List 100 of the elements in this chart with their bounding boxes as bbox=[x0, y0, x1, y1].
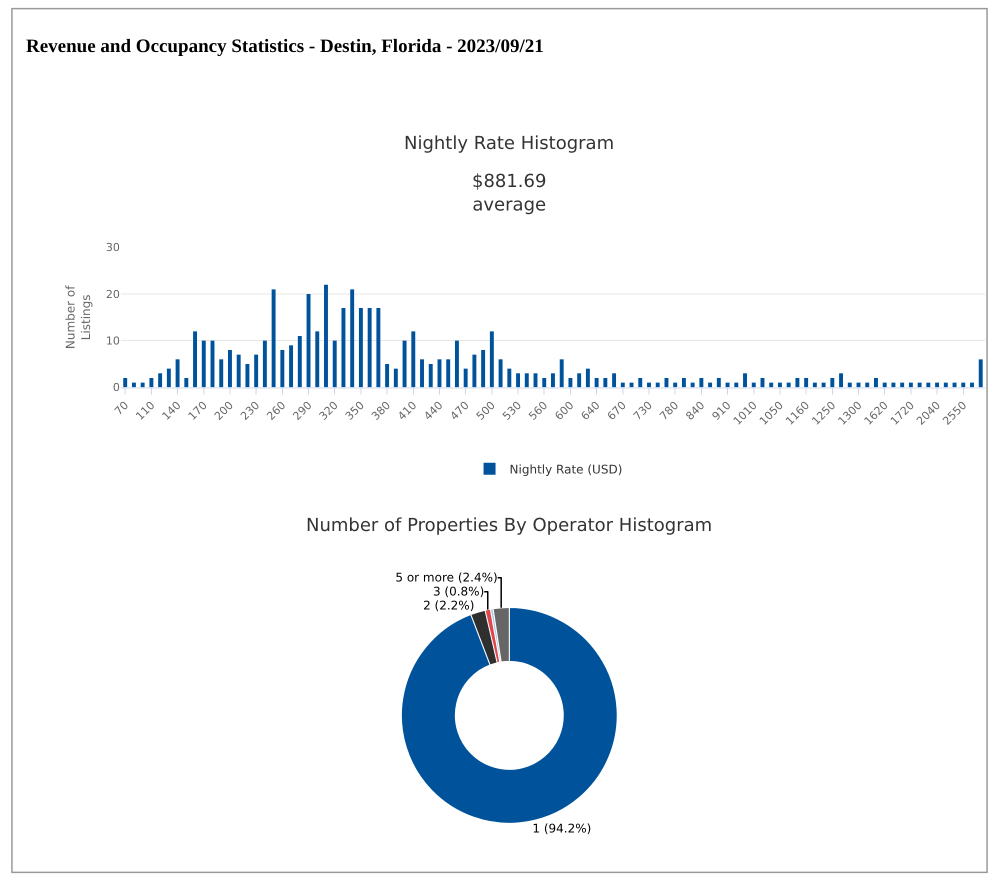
slice-label: 1 (94.2%) bbox=[532, 821, 592, 836]
bar bbox=[804, 378, 808, 388]
bar bbox=[839, 373, 844, 388]
bar bbox=[786, 382, 791, 388]
bar bbox=[272, 289, 276, 388]
bar bbox=[726, 382, 730, 388]
y-axis-title: Number of Listings bbox=[64, 284, 94, 350]
bar bbox=[952, 382, 957, 388]
bar bbox=[149, 378, 154, 388]
bar bbox=[822, 382, 826, 388]
x-tick-label: 380 bbox=[369, 398, 394, 423]
bar bbox=[935, 382, 940, 388]
bar bbox=[507, 368, 512, 388]
donut-slice bbox=[470, 610, 498, 666]
y-tick-label: 10 bbox=[106, 334, 120, 348]
bar bbox=[472, 354, 476, 388]
x-tick-label: 440 bbox=[421, 398, 446, 423]
x-tick-label: 470 bbox=[448, 398, 472, 423]
x-tick-label: 290 bbox=[290, 398, 315, 423]
x-tick-label: 500 bbox=[474, 398, 498, 423]
bar bbox=[690, 382, 695, 388]
x-tick-label: 140 bbox=[160, 398, 184, 423]
bar bbox=[908, 382, 913, 388]
bar bbox=[699, 378, 704, 388]
x-tick-label: 910 bbox=[710, 398, 734, 423]
bar bbox=[498, 359, 503, 388]
bar bbox=[673, 382, 678, 388]
bar bbox=[438, 359, 442, 388]
bar bbox=[454, 340, 459, 388]
bar bbox=[262, 340, 267, 388]
bar bbox=[830, 378, 834, 388]
bar bbox=[594, 378, 599, 388]
x-tick-label: 670 bbox=[604, 398, 629, 423]
bar bbox=[630, 382, 634, 388]
x-tick-label: 230 bbox=[238, 398, 262, 423]
bar bbox=[856, 382, 860, 388]
x-tick-label: 640 bbox=[578, 398, 603, 423]
bar bbox=[254, 354, 258, 388]
bar bbox=[176, 359, 180, 388]
bar bbox=[184, 378, 188, 388]
x-tick-label: 170 bbox=[186, 398, 210, 423]
bar bbox=[560, 359, 564, 388]
x-tick-label: 260 bbox=[264, 398, 288, 423]
bar bbox=[140, 382, 145, 388]
bar bbox=[158, 373, 162, 388]
bar bbox=[568, 378, 572, 388]
bar bbox=[123, 378, 128, 388]
bar bbox=[970, 382, 974, 388]
bar bbox=[874, 378, 878, 388]
chart-title: Number of Properties By Operator Histogram bbox=[306, 515, 712, 536]
bar bbox=[411, 331, 416, 388]
slice-label: 2 (2.2%) bbox=[423, 598, 474, 613]
bar bbox=[166, 368, 171, 388]
bar bbox=[900, 382, 904, 388]
bar bbox=[734, 382, 738, 388]
bar bbox=[534, 373, 538, 388]
bar bbox=[228, 350, 232, 388]
bar bbox=[341, 308, 346, 388]
bar bbox=[577, 373, 582, 388]
bar bbox=[306, 294, 310, 388]
y-tick-label: 30 bbox=[106, 241, 120, 254]
bar bbox=[236, 354, 241, 388]
bar bbox=[612, 373, 616, 388]
bar bbox=[682, 378, 686, 388]
legend-label: Nightly Rate (USD) bbox=[510, 462, 622, 476]
bar bbox=[918, 382, 922, 388]
bar bbox=[795, 378, 800, 388]
bar bbox=[420, 359, 424, 388]
x-tick-label: 840 bbox=[683, 398, 708, 423]
bar bbox=[743, 373, 747, 388]
bar bbox=[245, 364, 250, 388]
bar bbox=[760, 378, 764, 388]
bar bbox=[446, 359, 450, 388]
bar bbox=[481, 350, 486, 388]
bar bbox=[324, 284, 328, 388]
x-tick-label: 350 bbox=[342, 398, 367, 423]
bar bbox=[464, 368, 468, 388]
slice-label: 3 (0.8%) bbox=[432, 584, 484, 599]
bar bbox=[891, 382, 896, 388]
slice-label: 5 or more (2.4%) bbox=[395, 570, 498, 585]
x-tick-label: 70 bbox=[112, 398, 132, 418]
x-tick-label: 560 bbox=[526, 398, 550, 423]
bar bbox=[385, 364, 390, 388]
bar bbox=[708, 382, 712, 388]
x-tick-label: 530 bbox=[500, 398, 524, 423]
bar bbox=[551, 373, 555, 388]
x-tick-label: 730 bbox=[630, 398, 656, 423]
bar bbox=[210, 340, 214, 388]
bar bbox=[490, 331, 494, 388]
chart-title: Nightly Rate Histogram bbox=[404, 133, 614, 154]
bar bbox=[516, 373, 520, 388]
bar bbox=[778, 382, 782, 388]
bar bbox=[620, 382, 625, 388]
bar bbox=[603, 378, 608, 388]
x-tick-label: 780 bbox=[657, 398, 682, 423]
bar bbox=[926, 382, 930, 388]
bar bbox=[358, 308, 363, 388]
bar bbox=[394, 368, 398, 388]
bar bbox=[664, 378, 668, 388]
x-tick-label: 200 bbox=[212, 398, 236, 423]
